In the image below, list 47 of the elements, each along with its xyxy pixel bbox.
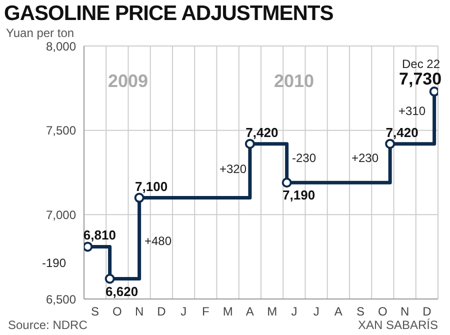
x-tick-label: A <box>246 304 254 319</box>
data-label: 7,100 <box>135 178 168 194</box>
x-tick-label: A <box>334 304 342 319</box>
point <box>104 274 115 284</box>
y-tick-label: 7,500 <box>46 124 76 138</box>
data-label: 6,810 <box>83 228 116 243</box>
point <box>84 242 93 252</box>
point <box>134 192 144 203</box>
annotation: +320 <box>219 162 247 176</box>
annotation: -230 <box>292 151 316 165</box>
x-tick-label: O <box>112 304 122 319</box>
x-tick-label: M <box>267 304 278 319</box>
x-tick-label: M <box>222 304 233 319</box>
annotation: +480 <box>144 234 172 248</box>
x-tick-label: D <box>157 304 166 319</box>
annotation: +230 <box>351 151 379 165</box>
y-tick-label: 8,000 <box>46 39 76 54</box>
x-tick-label: N <box>134 304 144 319</box>
point <box>429 86 438 97</box>
chart-subtitle: Yuan per ton <box>6 26 74 40</box>
source-note: Source: NDRC <box>8 318 88 332</box>
text: XAN SABARÍS <box>358 318 438 332</box>
x-tick-label: F <box>202 304 210 319</box>
x-tick-label: O <box>378 304 388 319</box>
data-label: 7,420 <box>246 124 278 140</box>
point <box>385 138 396 149</box>
text: -190 <box>42 256 66 270</box>
data-label: 7,190 <box>282 188 316 203</box>
x-tick-label: D <box>422 304 432 319</box>
x-tick-label: J <box>291 304 298 319</box>
x-tick-label: S <box>356 304 365 319</box>
point <box>282 178 292 188</box>
annotation: Dec 22 <box>402 57 440 71</box>
data-label: 7,420 <box>386 124 418 140</box>
annotation: +310 <box>398 104 426 118</box>
x-tick-label: S <box>91 304 100 319</box>
x-tick-label: J <box>313 304 320 319</box>
annotation: 2009 <box>108 71 148 91</box>
data-label: 7,730 <box>399 70 442 89</box>
chart-title: GASOLINE PRICE ADJUSTMENTS <box>4 2 334 26</box>
point <box>244 138 255 149</box>
data-label: 6,620 <box>106 284 138 299</box>
x-tick-label: J <box>180 304 187 319</box>
y-tick-label: 7,000 <box>46 208 76 222</box>
y-tick-label: 6,500 <box>46 292 76 306</box>
x-tick-label: N <box>400 304 410 319</box>
annotation: 2010 <box>274 71 314 91</box>
